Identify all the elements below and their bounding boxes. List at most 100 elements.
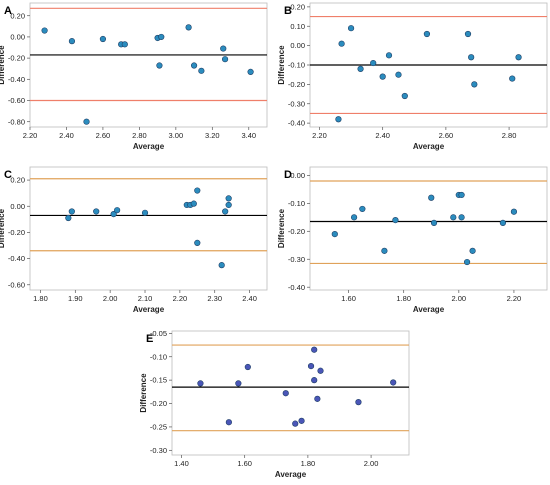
x-tick-label-a: 3.40	[241, 131, 256, 140]
panel-d: D 1.60 1.80 2.00 2.20 0.00 -0.10 -0.20 -0.30 -0.4…	[277, 166, 548, 314]
data-point-d-2	[350, 214, 358, 221]
x-tick-label-a: 2.20	[23, 131, 38, 140]
panel-e: E 1.40 1.60 1.80 2.00 -0.05 -0.10 -0.15 -0.20 -0.…	[139, 329, 410, 479]
y-tick-label-d: -0.20	[288, 227, 305, 236]
data-point-a-14	[221, 56, 229, 63]
y-tick-label-c: -0.40	[8, 254, 25, 263]
data-point-c-9	[190, 200, 197, 207]
x-tick-label-c: 2.10	[138, 294, 153, 303]
data-point-e-14	[390, 379, 397, 386]
panel-a: A 2.20 2.40 2.60 2.80 3.00 3.20 3.40 0.20 0.00 -0.…	[0, 2, 268, 151]
plot-frame-d	[309, 166, 548, 291]
data-point-d-10	[458, 191, 465, 199]
y-tick-label-e: -0.25	[150, 423, 167, 432]
data-point-b-2	[338, 40, 345, 47]
x-tick-label-a: 3.00	[169, 131, 184, 140]
data-point-e-1	[197, 380, 204, 387]
data-point-b-8	[395, 71, 402, 78]
data-point-d-15	[510, 208, 518, 215]
panel-letter-b: B	[284, 5, 292, 17]
x-tick-label-e: 1.40	[174, 459, 189, 468]
data-point-e-3	[235, 380, 242, 387]
data-point-c-11	[194, 239, 201, 246]
data-point-a-1	[41, 27, 48, 34]
data-point-e-10	[311, 346, 318, 353]
y-tick-label-e: -0.10	[150, 352, 167, 361]
data-point-c-5	[114, 207, 121, 214]
data-point-e-11	[314, 395, 321, 402]
data-point-a-10	[185, 24, 192, 31]
data-point-e-7	[298, 417, 305, 424]
plot-frame-c	[29, 166, 268, 291]
y-tick-label-d: -0.40	[288, 283, 305, 292]
data-point-d-1	[331, 230, 338, 238]
data-point-a-6	[121, 41, 128, 48]
x-tick-label-d: 1.60	[341, 294, 356, 303]
data-point-a-8	[156, 62, 163, 69]
panel-letter-e: E	[146, 333, 153, 345]
y-tick-label-b: -0.40	[288, 119, 305, 128]
data-point-b-3	[347, 25, 355, 32]
data-point-c-2	[68, 208, 75, 215]
data-point-d-12	[463, 258, 471, 266]
y-tick-label-e: -0.20	[150, 399, 167, 408]
x-tick-label-c: 2.40	[242, 294, 257, 303]
data-point-d-4	[381, 247, 388, 254]
data-point-c-6	[141, 209, 149, 216]
data-point-b-14	[509, 75, 516, 82]
y-axis-label-d: Difference	[277, 208, 286, 248]
data-point-c-12	[218, 262, 225, 269]
data-point-b-1	[335, 116, 342, 123]
panel-letter-a: A	[4, 5, 12, 17]
x-tick-label-b: 2.60	[439, 131, 454, 140]
y-tick-label-a: -0.20	[8, 54, 25, 63]
data-point-a-3	[83, 118, 90, 125]
data-point-b-4	[357, 65, 364, 72]
x-tick-label-a: 2.60	[96, 131, 111, 140]
x-tick-label-a: 2.80	[132, 131, 147, 140]
panel-letter-d: D	[284, 169, 292, 181]
x-axis-label-b: Average	[413, 142, 445, 151]
data-point-d-11	[458, 214, 465, 221]
data-point-d-5	[392, 217, 399, 224]
y-tick-label-c: -0.60	[8, 280, 25, 289]
data-point-c-14	[225, 195, 232, 202]
data-point-e-9	[311, 377, 318, 384]
data-point-b-10	[423, 30, 431, 38]
data-point-d-8	[450, 214, 457, 221]
data-point-e-5	[282, 390, 289, 397]
data-point-a-4	[99, 35, 107, 43]
panel-c: C 1.80 1.90 2.00 2.10 2.20 2.30 2.40 0.20 0.00 -0.…	[0, 166, 268, 314]
data-point-b-11	[464, 30, 472, 38]
y-tick-label-d: 0.00	[290, 171, 305, 180]
data-point-b-15	[515, 54, 522, 61]
x-tick-label-d: 2.20	[507, 294, 522, 303]
y-tick-label-e: -0.30	[150, 446, 167, 455]
y-tick-label-a: -0.40	[8, 75, 25, 84]
data-point-e-6	[292, 420, 299, 427]
y-tick-label-b: -0.30	[288, 99, 305, 108]
x-tick-label-c: 1.90	[68, 294, 83, 303]
data-point-d-6	[428, 194, 435, 201]
y-tick-label-b: 0.20	[290, 2, 305, 11]
data-point-d-13	[469, 247, 476, 254]
data-point-e-8	[307, 362, 315, 370]
data-point-c-1	[65, 214, 72, 222]
y-tick-label-c: 0.20	[10, 176, 25, 185]
x-tick-label-b: 2.20	[312, 131, 327, 140]
x-axis-label-d: Average	[413, 305, 445, 314]
x-tick-label-a: 2.40	[59, 131, 74, 140]
data-point-e-4	[244, 363, 251, 371]
y-tick-label-a: -0.80	[8, 117, 25, 126]
data-point-a-11	[190, 62, 198, 69]
data-point-d-14	[499, 219, 507, 227]
y-tick-label-b: 0.10	[290, 22, 305, 31]
x-tick-label-d: 1.80	[396, 294, 411, 303]
y-tick-label-d: -0.10	[288, 199, 305, 208]
data-point-e-13	[355, 399, 362, 406]
data-point-e-2	[225, 419, 232, 426]
data-point-b-13	[471, 81, 478, 88]
data-point-e-12	[317, 367, 324, 374]
y-tick-label-b: -0.10	[288, 61, 305, 70]
